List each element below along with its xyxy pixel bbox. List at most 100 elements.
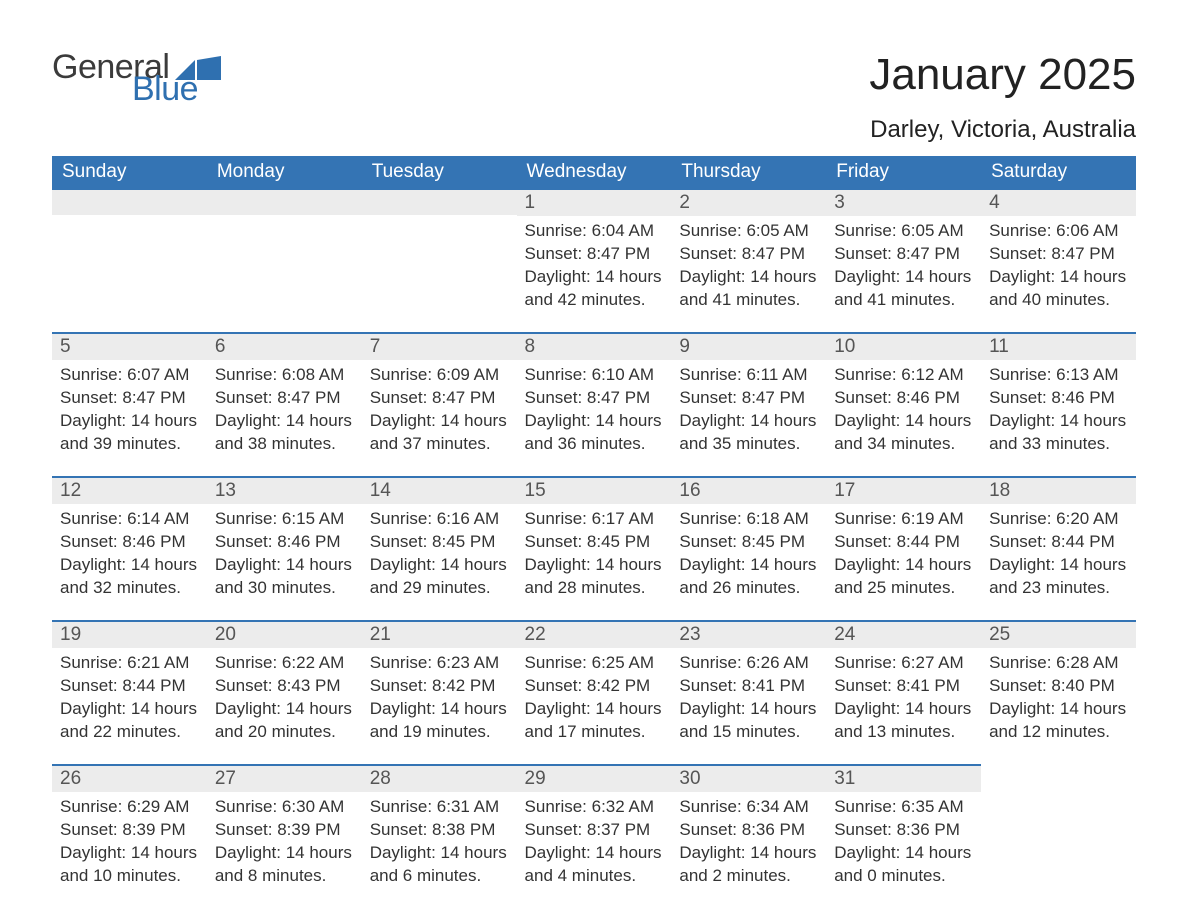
daylight2-text: and 39 minutes. (60, 433, 199, 456)
day-content: Sunrise: 6:28 AMSunset: 8:40 PMDaylight:… (981, 648, 1136, 748)
day-content: Sunrise: 6:16 AMSunset: 8:45 PMDaylight:… (362, 504, 517, 604)
sunrise-text: Sunrise: 6:13 AM (989, 364, 1128, 387)
calendar-cell: 24Sunrise: 6:27 AMSunset: 8:41 PMDayligh… (826, 620, 981, 764)
calendar-cell: 10Sunrise: 6:12 AMSunset: 8:46 PMDayligh… (826, 332, 981, 476)
daylight1-text: Daylight: 14 hours (215, 698, 354, 721)
calendar-cell: 15Sunrise: 6:17 AMSunset: 8:45 PMDayligh… (517, 476, 672, 620)
weekday-header: Saturday (981, 156, 1136, 188)
daylight2-text: and 42 minutes. (525, 289, 664, 312)
day-number: 1 (517, 188, 672, 216)
daylight1-text: Daylight: 14 hours (834, 842, 973, 865)
daylight2-text: and 17 minutes. (525, 721, 664, 744)
calendar-cell: 11Sunrise: 6:13 AMSunset: 8:46 PMDayligh… (981, 332, 1136, 476)
calendar-cell: 18Sunrise: 6:20 AMSunset: 8:44 PMDayligh… (981, 476, 1136, 620)
day-number: 2 (671, 188, 826, 216)
daylight2-text: and 29 minutes. (370, 577, 509, 600)
sunrise-text: Sunrise: 6:31 AM (370, 796, 509, 819)
daylight2-text: and 38 minutes. (215, 433, 354, 456)
day-number: 11 (981, 332, 1136, 360)
daylight2-text: and 23 minutes. (989, 577, 1128, 600)
sunset-text: Sunset: 8:46 PM (60, 531, 199, 554)
day-content: Sunrise: 6:25 AMSunset: 8:42 PMDaylight:… (517, 648, 672, 748)
daylight1-text: Daylight: 14 hours (370, 698, 509, 721)
day-number: 22 (517, 620, 672, 648)
day-content: Sunrise: 6:10 AMSunset: 8:47 PMDaylight:… (517, 360, 672, 460)
daylight1-text: Daylight: 14 hours (525, 410, 664, 433)
day-number: 3 (826, 188, 981, 216)
sunrise-text: Sunrise: 6:07 AM (60, 364, 199, 387)
sunset-text: Sunset: 8:44 PM (834, 531, 973, 554)
sunset-text: Sunset: 8:36 PM (679, 819, 818, 842)
day-content: Sunrise: 6:18 AMSunset: 8:45 PMDaylight:… (671, 504, 826, 604)
daylight2-text: and 6 minutes. (370, 865, 509, 888)
day-content: Sunrise: 6:31 AMSunset: 8:38 PMDaylight:… (362, 792, 517, 892)
day-number: 27 (207, 764, 362, 792)
calendar-cell: 29Sunrise: 6:32 AMSunset: 8:37 PMDayligh… (517, 764, 672, 908)
sunset-text: Sunset: 8:42 PM (370, 675, 509, 698)
calendar-cell: 4Sunrise: 6:06 AMSunset: 8:47 PMDaylight… (981, 188, 1136, 332)
day-content: Sunrise: 6:09 AMSunset: 8:47 PMDaylight:… (362, 360, 517, 460)
day-number: 24 (826, 620, 981, 648)
day-content: Sunrise: 6:04 AMSunset: 8:47 PMDaylight:… (517, 216, 672, 316)
daylight2-text: and 28 minutes. (525, 577, 664, 600)
calendar-table: Sunday Monday Tuesday Wednesday Thursday… (52, 156, 1136, 908)
sunrise-text: Sunrise: 6:15 AM (215, 508, 354, 531)
sunset-text: Sunset: 8:45 PM (679, 531, 818, 554)
calendar-cell (981, 764, 1136, 908)
sunrise-text: Sunrise: 6:34 AM (679, 796, 818, 819)
day-number: 21 (362, 620, 517, 648)
sunset-text: Sunset: 8:47 PM (679, 243, 818, 266)
daylight2-text: and 41 minutes. (679, 289, 818, 312)
daylight1-text: Daylight: 14 hours (989, 266, 1128, 289)
sunset-text: Sunset: 8:45 PM (525, 531, 664, 554)
sunset-text: Sunset: 8:46 PM (215, 531, 354, 554)
calendar-cell: 26Sunrise: 6:29 AMSunset: 8:39 PMDayligh… (52, 764, 207, 908)
day-content: Sunrise: 6:13 AMSunset: 8:46 PMDaylight:… (981, 360, 1136, 460)
weekday-header: Tuesday (362, 156, 517, 188)
sunset-text: Sunset: 8:42 PM (525, 675, 664, 698)
sunrise-text: Sunrise: 6:05 AM (834, 220, 973, 243)
sunset-text: Sunset: 8:47 PM (370, 387, 509, 410)
daylight2-text: and 20 minutes. (215, 721, 354, 744)
calendar-cell (207, 188, 362, 332)
location-subtitle: Darley, Victoria, Australia (869, 116, 1136, 144)
logo-text-blue: Blue (132, 72, 221, 106)
weekday-header: Wednesday (517, 156, 672, 188)
sunrise-text: Sunrise: 6:29 AM (60, 796, 199, 819)
day-number: 7 (362, 332, 517, 360)
sunset-text: Sunset: 8:47 PM (989, 243, 1128, 266)
calendar-cell: 14Sunrise: 6:16 AMSunset: 8:45 PMDayligh… (362, 476, 517, 620)
weekday-header: Thursday (671, 156, 826, 188)
daylight1-text: Daylight: 14 hours (679, 554, 818, 577)
title-block: January 2025 Darley, Victoria, Australia (869, 50, 1136, 144)
day-number: 28 (362, 764, 517, 792)
calendar-row: 19Sunrise: 6:21 AMSunset: 8:44 PMDayligh… (52, 620, 1136, 764)
sunrise-text: Sunrise: 6:32 AM (525, 796, 664, 819)
day-number: 9 (671, 332, 826, 360)
daylight2-text: and 33 minutes. (989, 433, 1128, 456)
daylight1-text: Daylight: 14 hours (989, 698, 1128, 721)
empty-day-bar (207, 188, 362, 215)
daylight2-text: and 30 minutes. (215, 577, 354, 600)
daylight2-text: and 40 minutes. (989, 289, 1128, 312)
day-content: Sunrise: 6:20 AMSunset: 8:44 PMDaylight:… (981, 504, 1136, 604)
day-content: Sunrise: 6:05 AMSunset: 8:47 PMDaylight:… (826, 216, 981, 316)
day-content: Sunrise: 6:17 AMSunset: 8:45 PMDaylight:… (517, 504, 672, 604)
month-title: January 2025 (869, 50, 1136, 100)
day-content: Sunrise: 6:08 AMSunset: 8:47 PMDaylight:… (207, 360, 362, 460)
daylight1-text: Daylight: 14 hours (60, 698, 199, 721)
sunrise-text: Sunrise: 6:06 AM (989, 220, 1128, 243)
day-content: Sunrise: 6:14 AMSunset: 8:46 PMDaylight:… (52, 504, 207, 604)
day-number: 15 (517, 476, 672, 504)
daylight2-text: and 35 minutes. (679, 433, 818, 456)
day-content: Sunrise: 6:32 AMSunset: 8:37 PMDaylight:… (517, 792, 672, 892)
daylight2-text: and 41 minutes. (834, 289, 973, 312)
sunrise-text: Sunrise: 6:12 AM (834, 364, 973, 387)
calendar-cell: 22Sunrise: 6:25 AMSunset: 8:42 PMDayligh… (517, 620, 672, 764)
daylight1-text: Daylight: 14 hours (834, 266, 973, 289)
logo: General Blue (52, 50, 221, 106)
weekday-header-row: Sunday Monday Tuesday Wednesday Thursday… (52, 156, 1136, 188)
sunrise-text: Sunrise: 6:28 AM (989, 652, 1128, 675)
daylight1-text: Daylight: 14 hours (370, 554, 509, 577)
calendar-cell: 12Sunrise: 6:14 AMSunset: 8:46 PMDayligh… (52, 476, 207, 620)
